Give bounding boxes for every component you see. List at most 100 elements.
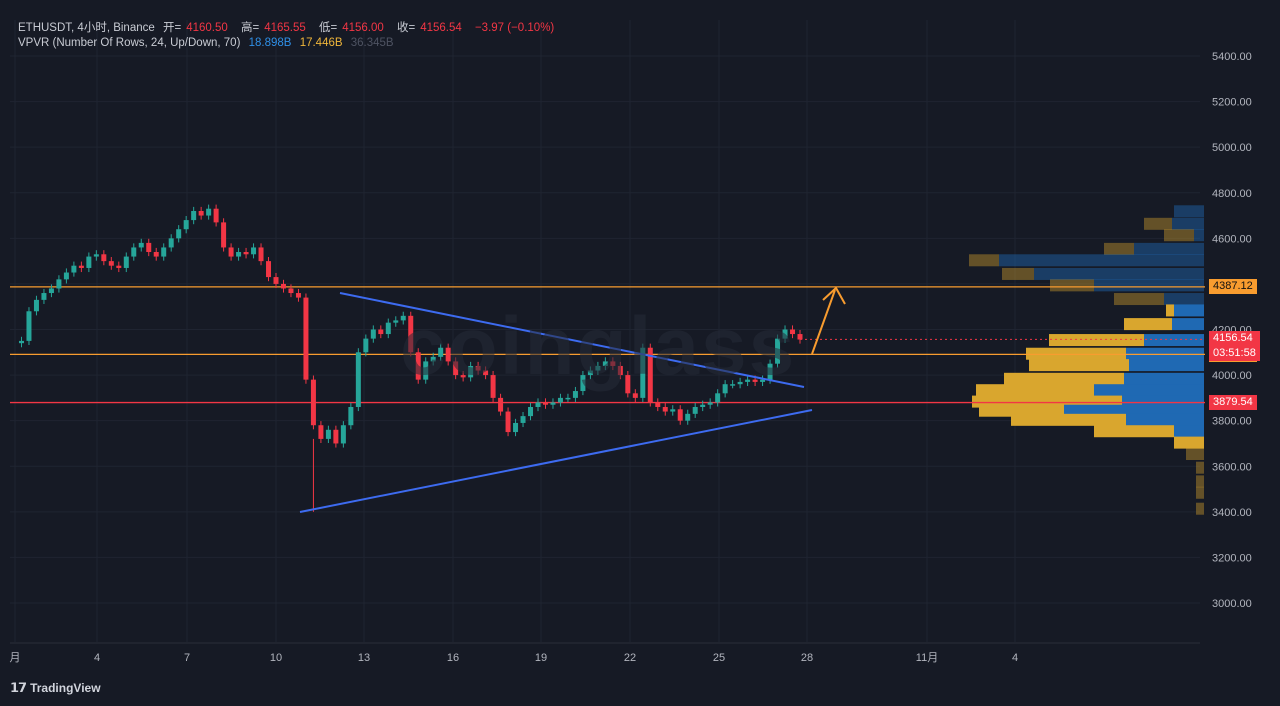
candle-body (71, 265, 77, 273)
candle-body (415, 352, 421, 380)
candle-body (572, 391, 578, 398)
candle-body (56, 279, 62, 289)
candle-body (513, 422, 519, 433)
vpvr-down-bar (1124, 318, 1172, 331)
candle-body (745, 379, 751, 382)
vpvr-up-bar (1124, 372, 1204, 385)
candle-body (363, 338, 369, 353)
candle-body (685, 413, 691, 421)
vpvr-down-bar (1186, 448, 1204, 461)
vpvr-up-bar (1129, 359, 1204, 372)
vpvr-down-bar (1196, 502, 1204, 515)
candle-body (161, 247, 167, 257)
vpvr-title[interactable]: VPVR (Number Of Rows, 24, Up/Down, 70) (18, 37, 241, 49)
candle-body (423, 361, 429, 380)
vpvr-down-bar (1114, 293, 1164, 306)
price-tick-label: 4600.00 (1212, 233, 1252, 245)
candle-body (760, 379, 766, 382)
ascending-trendline (299, 409, 813, 513)
vpvr-down-bar (979, 404, 1064, 417)
vpvr-up-bar (1174, 304, 1204, 317)
symbol-label[interactable]: ETHUSDT, 4小时, Binance (18, 22, 155, 34)
vpvr-down-bar (1196, 486, 1204, 499)
candle-body (490, 375, 496, 398)
candle-body (393, 320, 399, 323)
candle-body (191, 210, 197, 221)
candle-body (775, 338, 781, 364)
candle-body (580, 375, 586, 392)
candle-countdown: 03:51:58 (1213, 347, 1256, 360)
watermark: coinglass (400, 301, 797, 392)
candle-body (722, 384, 728, 394)
candle-body (258, 247, 264, 262)
vpvr-down-bar (1049, 334, 1144, 347)
high-value: 高= 4165.55 (240, 22, 306, 34)
vpvr-up-bar (1172, 217, 1204, 230)
vpvr-up-volume: 18.898B (248, 37, 292, 49)
candle-body (640, 347, 646, 398)
candle-body (737, 381, 743, 385)
price-tick-label: 3400.00 (1212, 507, 1252, 519)
time-tick-label: 19 (535, 652, 547, 664)
vpvr-up-bar (1064, 404, 1204, 417)
candle-body (108, 261, 114, 266)
vpvr-down-bar (969, 254, 999, 267)
candle-body (266, 261, 272, 278)
candle-body (550, 402, 556, 405)
low-value: 低= 4156.00 (318, 22, 384, 34)
time-tick-label: 28 (801, 652, 813, 664)
candle-body (700, 404, 706, 407)
vpvr-up-bar (1094, 279, 1204, 292)
candle-body (438, 347, 444, 357)
candle-body (236, 252, 242, 257)
candle-body (138, 242, 144, 248)
candle-body (632, 393, 638, 398)
level-price-label: 3879.54 (1209, 395, 1257, 411)
candle-body (26, 311, 32, 341)
price-tick-label: 5000.00 (1212, 142, 1252, 154)
time-tick-label: 11月 (916, 652, 938, 664)
breakout-arrow-head (822, 286, 846, 305)
candle-body (483, 370, 489, 376)
candle-body (221, 222, 227, 248)
candle-body (655, 402, 661, 407)
price-tick-label: 5400.00 (1212, 51, 1252, 63)
vpvr-down-bar (972, 395, 1122, 408)
vpvr-down-bar (1004, 372, 1124, 385)
current-price-label: 4156.54 03:51:58 (1209, 331, 1260, 362)
price-tick-label: 5200.00 (1212, 97, 1252, 109)
tradingview-label: TradingView (30, 681, 101, 695)
open-value: 开= 4160.50 (162, 22, 228, 34)
vpvr-down-bar (1104, 242, 1134, 255)
candle-body (123, 256, 129, 268)
time-tick-label: 22 (624, 652, 636, 664)
candle-body (625, 375, 631, 394)
vpvr-up-bar (1134, 242, 1204, 255)
candle-body (370, 329, 376, 339)
vpvr-up-bar (1164, 293, 1204, 306)
time-tick-label: 月 (10, 652, 21, 664)
vpvr-up-bar (1126, 413, 1204, 426)
candle-body (460, 375, 466, 378)
candle-body (78, 265, 84, 268)
candle-body (790, 329, 796, 335)
candle-body (647, 347, 653, 403)
candle-body (400, 315, 406, 321)
candle-body (198, 210, 204, 216)
vpvr-up-bar (1174, 425, 1204, 438)
time-tick-label: 7 (184, 652, 190, 664)
tradingview-branding[interactable]: 𝟭𝟳 TradingView (10, 680, 101, 696)
vpvr-down-bar (976, 384, 1094, 397)
vpvr-up-bar (1174, 205, 1204, 218)
price-tick-label: 3600.00 (1212, 461, 1252, 473)
breakout-arrow (811, 289, 836, 355)
candle-body (378, 329, 384, 335)
candle-body (340, 425, 346, 444)
candle-body (715, 393, 721, 403)
vpvr-legend: VPVR (Number Of Rows, 24, Up/Down, 70) 1… (18, 37, 399, 49)
time-tick-label: 16 (447, 652, 459, 664)
candle-body (146, 242, 152, 253)
candle-body (430, 356, 436, 362)
time-tick-label: 25 (713, 652, 725, 664)
